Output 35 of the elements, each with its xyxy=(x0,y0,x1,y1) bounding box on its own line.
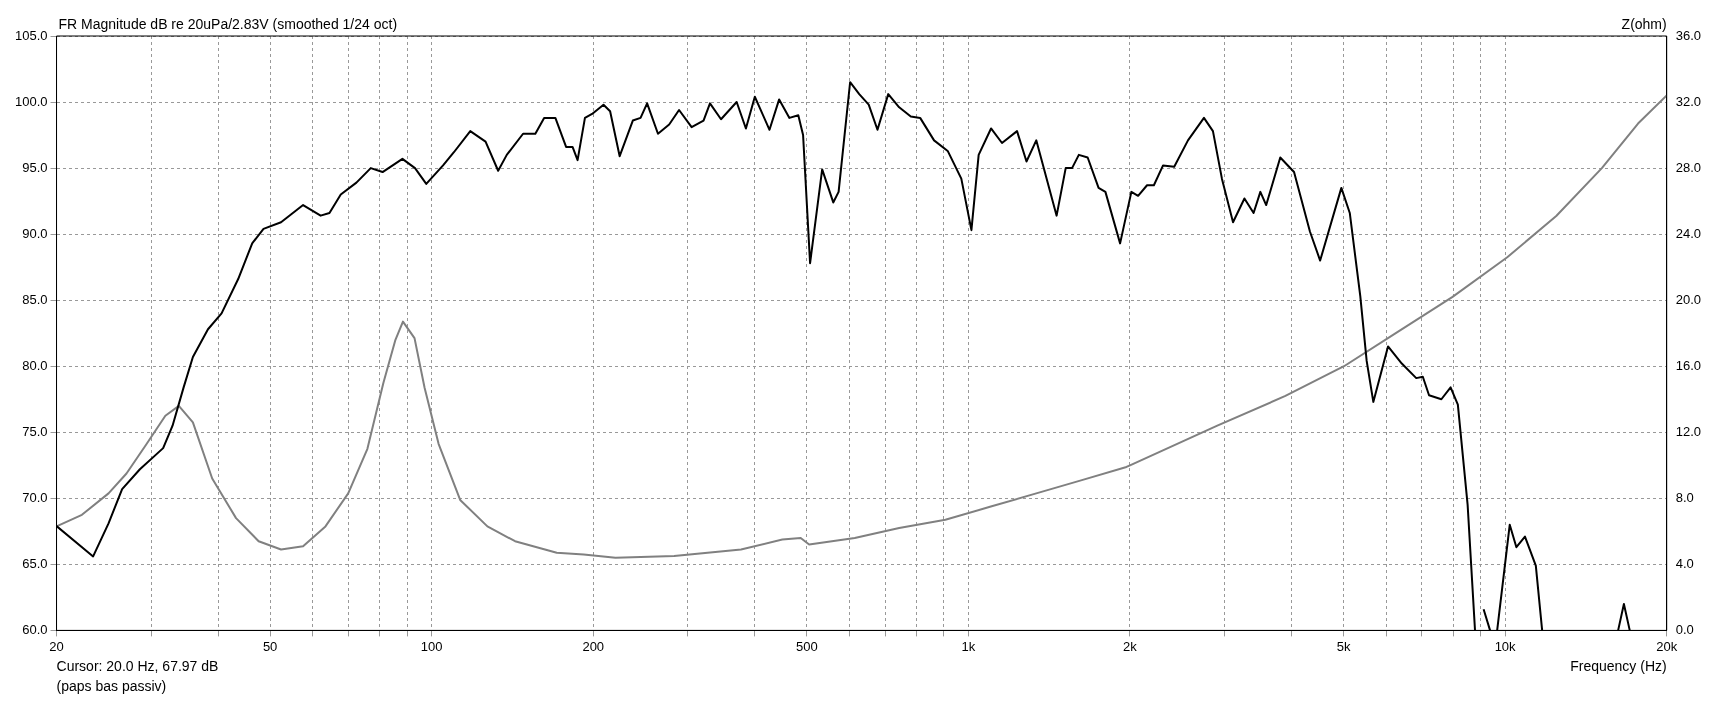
y2-tick-label: 8.0 xyxy=(1675,489,1694,505)
y-tick-label: 80.0 xyxy=(22,357,48,373)
chart-title: FR Magnitude dB re 20uPa/2.83V (smoothed 1/24 oct) xyxy=(58,15,398,32)
x-tick-label: 20k xyxy=(1656,638,1678,654)
text: Cursor: 20.0 Hz, 67.97 dB xyxy=(56,658,219,675)
x-tick-label: 50 xyxy=(262,638,278,654)
y2-tick-label: 28.0 xyxy=(1675,159,1702,175)
y-tick-label: 95.0 xyxy=(22,159,48,175)
x-tick-label: 500 xyxy=(795,638,818,654)
x-tick-label: 1k xyxy=(961,638,976,654)
y2-tick-label: 32.0 xyxy=(1675,93,1702,109)
y2-tick-label: 16.0 xyxy=(1675,357,1702,373)
y-tick-label: 105.0 xyxy=(14,27,48,43)
y2-tick-label: 12.0 xyxy=(1675,423,1702,439)
x-tick-label: 2k xyxy=(1123,638,1138,654)
x-tick-label: 5k xyxy=(1336,638,1351,654)
y-tick-label: 60.0 xyxy=(22,621,48,637)
y2-tick-label: 36.0 xyxy=(1675,27,1702,43)
x-axis-title: Frequency (Hz) xyxy=(1570,658,1667,675)
y-tick-label: 100.0 xyxy=(14,93,48,109)
y2-tick-label: 20.0 xyxy=(1675,291,1702,307)
x-tick-label: 20 xyxy=(49,638,64,654)
text: (paps bas passiv) xyxy=(56,678,167,695)
y2-axis-title: Z(ohm) xyxy=(1621,15,1667,32)
x-tick-label: 10k xyxy=(1494,638,1517,654)
y-tick-label: 75.0 xyxy=(22,423,48,439)
x-tick-label: 200 xyxy=(582,638,605,654)
x-tick-label: 100 xyxy=(420,638,443,654)
y-tick-label: 65.0 xyxy=(22,555,48,571)
y2-tick-label: 4.0 xyxy=(1675,555,1694,571)
y-tick-label: 90.0 xyxy=(22,225,48,241)
y-tick-label: 70.0 xyxy=(22,489,48,505)
y2-tick-label: 0.0 xyxy=(1675,621,1694,637)
y2-tick-label: 24.0 xyxy=(1675,225,1702,241)
y-tick-label: 85.0 xyxy=(22,291,48,307)
